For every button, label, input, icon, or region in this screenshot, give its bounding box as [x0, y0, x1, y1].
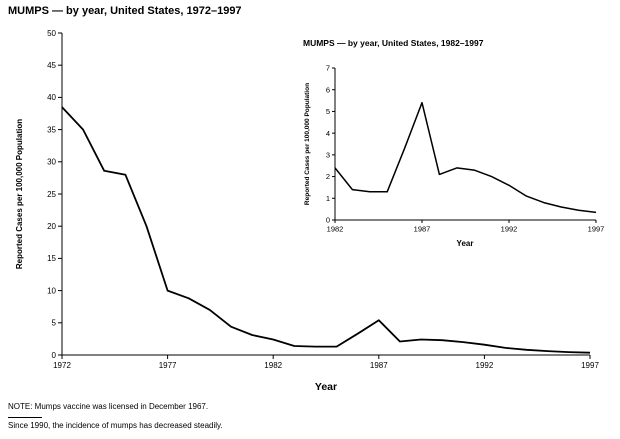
- x-tick-label: 1972: [53, 361, 71, 370]
- main-y-axis-label: Reported Cases per 100,000 Population: [15, 119, 24, 269]
- x-tick-label: 1982: [264, 361, 282, 370]
- y-tick-label: 1: [326, 194, 330, 203]
- x-tick-label: 1982: [327, 225, 344, 234]
- main-x-axis-label: Year: [315, 381, 337, 393]
- y-tick-label: 3: [326, 150, 330, 159]
- y-tick-label: 4: [326, 129, 330, 138]
- data-line: [334, 101, 597, 214]
- x-tick-label: 1997: [588, 225, 605, 234]
- y-tick-label: 5: [326, 107, 330, 116]
- x-tick-label: 1992: [501, 225, 518, 234]
- x-tick-label: 1997: [581, 361, 599, 370]
- x-tick-label: 1992: [476, 361, 494, 370]
- inset-chart-title: MUMPS — by year, United States, 1982–199…: [303, 38, 484, 48]
- y-tick-label: 10: [47, 286, 56, 295]
- footnote-vaccine-note: NOTE: Mumps vaccine was licensed in Dece…: [8, 402, 209, 411]
- y-tick-label: 6: [326, 85, 330, 94]
- footnote-divider: [8, 417, 42, 418]
- main-chart-title: MUMPS — by year, United States, 1972–199…: [8, 5, 242, 17]
- y-tick-label: 25: [47, 190, 56, 199]
- y-tick-label: 15: [47, 254, 56, 263]
- y-tick-label: 35: [47, 125, 56, 134]
- footnote-trend-note: Since 1990, the incidence of mumps has d…: [8, 421, 223, 430]
- y-tick-label: 40: [47, 93, 56, 102]
- y-tick-label: 0: [326, 216, 330, 225]
- y-tick-label: 30: [47, 158, 56, 167]
- inset-x-axis-label: Year: [457, 239, 474, 248]
- y-tick-label: 50: [47, 29, 56, 38]
- y-tick-label: 7: [326, 64, 330, 73]
- y-tick-label: 5: [52, 319, 57, 328]
- y-tick-label: 0: [52, 351, 57, 360]
- y-tick-label: 20: [47, 222, 56, 231]
- inset-y-axis-label: Reported Cases per 100,000 Population: [304, 83, 311, 205]
- data-line: [61, 106, 591, 354]
- x-tick-label: 1977: [159, 361, 177, 370]
- y-tick-label: 2: [326, 172, 330, 181]
- x-tick-label: 1987: [370, 361, 388, 370]
- x-tick-label: 1987: [414, 225, 431, 234]
- y-tick-label: 45: [47, 61, 56, 70]
